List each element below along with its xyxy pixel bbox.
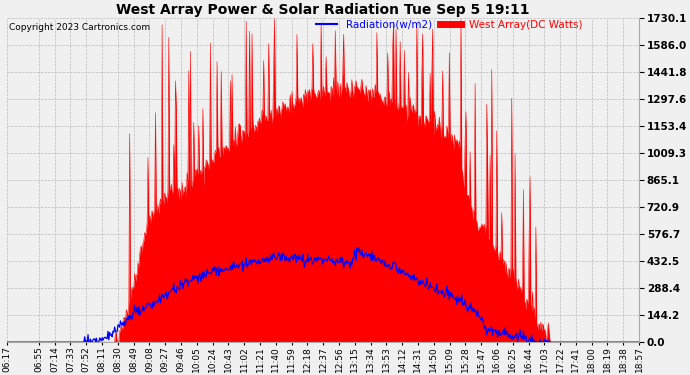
Legend: Radiation(w/m2), West Array(DC Watts): Radiation(w/m2), West Array(DC Watts): [317, 20, 582, 30]
Title: West Array Power & Solar Radiation Tue Sep 5 19:11: West Array Power & Solar Radiation Tue S…: [117, 3, 530, 17]
Text: Copyright 2023 Cartronics.com: Copyright 2023 Cartronics.com: [8, 23, 150, 32]
